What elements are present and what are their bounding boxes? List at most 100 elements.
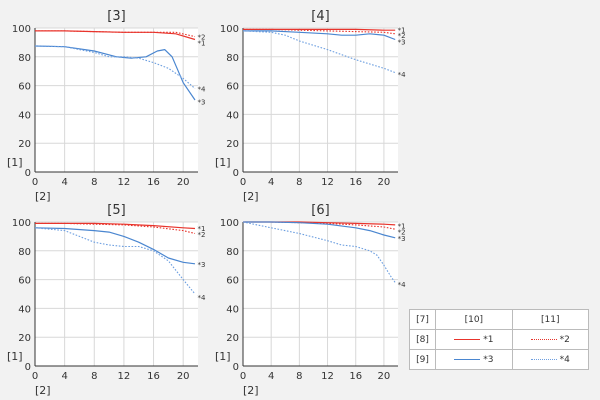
y-axis-label: [1] bbox=[7, 156, 23, 169]
legend-header: [10] bbox=[435, 309, 513, 330]
series-line-s4 bbox=[242, 30, 396, 74]
y-tick-label: 100 bbox=[12, 24, 31, 35]
series-end-label: *1 bbox=[198, 39, 206, 47]
x-tick-label: 12 bbox=[321, 371, 334, 382]
y-axis-label: [1] bbox=[215, 156, 231, 169]
y-tick-label: 60 bbox=[18, 82, 31, 93]
series-line-s3 bbox=[34, 227, 196, 265]
y-tick-label: 100 bbox=[12, 218, 31, 229]
legend-row-label: [9] bbox=[408, 349, 437, 370]
plot-area bbox=[35, 222, 198, 366]
legend-row-label: [8] bbox=[408, 329, 437, 350]
y-tick-label: 0 bbox=[233, 168, 239, 179]
series-end-label: *1 bbox=[198, 225, 206, 233]
series-end-label: *4 bbox=[198, 85, 207, 93]
x-tick-label: 4 bbox=[268, 371, 274, 382]
series-line-s4 bbox=[242, 221, 396, 283]
y-tick-label: 0 bbox=[25, 168, 31, 179]
x-tick-label: 0 bbox=[240, 177, 246, 188]
series-end-label: *4 bbox=[398, 281, 407, 289]
x-tick-label: 0 bbox=[32, 371, 38, 382]
legend-tag: *1 bbox=[483, 334, 494, 345]
series-line-s2 bbox=[35, 30, 196, 38]
y-axis-label: [1] bbox=[7, 350, 23, 363]
series-end-label: *1 bbox=[398, 223, 406, 231]
legend-row: [9] *3 *4 bbox=[408, 349, 590, 370]
y-tick-label: 80 bbox=[18, 247, 31, 258]
chart-title: [4] bbox=[311, 9, 329, 24]
x-tick-label: 4 bbox=[61, 371, 67, 382]
x-tick-label: 4 bbox=[61, 177, 67, 188]
x-tick-label: 8 bbox=[91, 177, 97, 188]
y-tick-label: 40 bbox=[18, 110, 31, 121]
series-end-label: *3 bbox=[398, 235, 406, 243]
legend-header: [7] bbox=[408, 309, 437, 330]
y-tick-label: 40 bbox=[226, 110, 239, 121]
legend-entry: *1 bbox=[435, 329, 513, 350]
legend-swatch-dotted-blue bbox=[530, 358, 557, 360]
series-line-s2 bbox=[243, 221, 396, 230]
x-tick-label: 0 bbox=[240, 371, 246, 382]
series-end-label: *2 bbox=[398, 32, 406, 40]
chart-title: [6] bbox=[311, 203, 329, 218]
series-line-s4 bbox=[34, 45, 196, 89]
x-tick-label: 8 bbox=[296, 371, 302, 382]
legend-entry: *3 bbox=[435, 349, 513, 370]
y-tick-label: 100 bbox=[220, 218, 239, 229]
legend-swatch-solid-red bbox=[454, 338, 481, 340]
x-tick-label: 8 bbox=[91, 371, 97, 382]
x-tick-label: 16 bbox=[147, 177, 160, 188]
plot-area bbox=[243, 222, 398, 366]
series-end-label: *4 bbox=[198, 294, 207, 302]
series-end-label: *3 bbox=[198, 261, 206, 269]
legend-header: [11] bbox=[511, 309, 590, 330]
legend-entry: *4 bbox=[511, 349, 590, 370]
y-tick-label: 20 bbox=[18, 333, 31, 344]
y-tick-label: 60 bbox=[226, 82, 239, 93]
legend-tag: *2 bbox=[559, 334, 570, 345]
legend-table: [7] [10] [11] [8] *1 *2 [9] *3 *4 bbox=[408, 309, 590, 370]
chart-title: [3] bbox=[107, 9, 125, 24]
x-tick-label: 0 bbox=[32, 177, 38, 188]
x-tick-label: 12 bbox=[118, 177, 131, 188]
series-line-s2 bbox=[243, 28, 396, 35]
x-axis-label: [2] bbox=[35, 190, 51, 203]
series-line-s3 bbox=[34, 45, 196, 101]
series-line-s2 bbox=[35, 222, 196, 235]
x-axis-label: [2] bbox=[35, 384, 51, 397]
y-tick-label: 100 bbox=[220, 24, 239, 35]
y-tick-label: 40 bbox=[226, 304, 239, 315]
plot-area bbox=[35, 28, 198, 172]
legend-swatch-solid-blue bbox=[454, 358, 481, 360]
chart-title: [5] bbox=[107, 203, 125, 218]
y-tick-label: 80 bbox=[226, 247, 239, 258]
x-tick-label: 20 bbox=[177, 177, 190, 188]
series-end-label: *2 bbox=[398, 228, 406, 236]
legend-header-row: [7] [10] [11] bbox=[408, 309, 590, 330]
x-tick-label: 20 bbox=[378, 371, 391, 382]
x-axis-label: [2] bbox=[243, 384, 259, 397]
series-end-label: *2 bbox=[198, 34, 206, 42]
x-tick-label: 16 bbox=[349, 371, 362, 382]
legend-tag: *4 bbox=[559, 354, 570, 365]
legend-tag: *3 bbox=[483, 354, 494, 365]
y-tick-label: 60 bbox=[226, 276, 239, 287]
y-tick-label: 60 bbox=[18, 276, 31, 287]
series-line-s4 bbox=[34, 227, 196, 295]
series-end-label: *2 bbox=[198, 231, 206, 239]
x-tick-label: 16 bbox=[147, 371, 160, 382]
series-end-label: *3 bbox=[198, 98, 206, 106]
series-end-label: *4 bbox=[398, 71, 407, 79]
series-line-s3 bbox=[243, 221, 396, 239]
legend-swatch-dotted-red bbox=[530, 338, 557, 340]
x-tick-label: 8 bbox=[296, 177, 302, 188]
x-axis-label: [2] bbox=[243, 190, 259, 203]
y-tick-label: 0 bbox=[233, 362, 239, 373]
y-tick-label: 40 bbox=[18, 304, 31, 315]
x-tick-label: 20 bbox=[177, 371, 190, 382]
y-tick-label: 80 bbox=[18, 53, 31, 64]
y-tick-label: 20 bbox=[226, 333, 239, 344]
x-tick-label: 12 bbox=[321, 177, 334, 188]
legend-entry: *2 bbox=[511, 329, 590, 350]
